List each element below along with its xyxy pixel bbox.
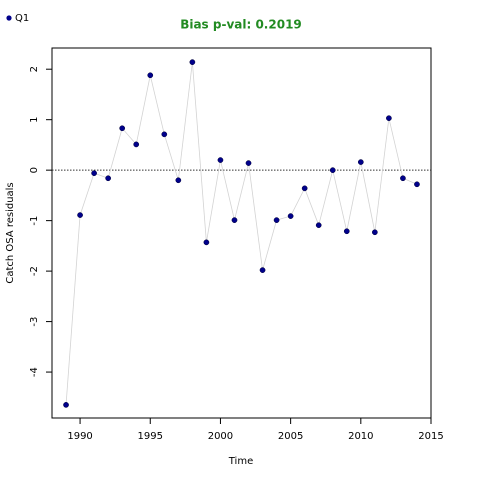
y-tick-label: 0 <box>29 167 40 173</box>
point <box>343 228 350 235</box>
x-tick-label: 1990 <box>67 431 92 442</box>
point <box>357 159 364 165</box>
point <box>287 213 294 219</box>
x-axis-label: Time <box>228 456 253 467</box>
point <box>91 170 97 177</box>
point <box>301 185 308 192</box>
y-tick-label: 1 <box>29 116 40 122</box>
legend-label: Q1 <box>15 13 29 24</box>
point <box>119 125 126 132</box>
point <box>372 229 378 236</box>
point <box>315 222 322 229</box>
x-tick-label: 2005 <box>278 431 303 442</box>
legend-marker <box>6 15 12 21</box>
point <box>259 267 266 273</box>
point <box>414 181 420 188</box>
point <box>63 402 69 408</box>
x-tick-label: 2000 <box>208 431 233 442</box>
point <box>105 175 111 182</box>
point <box>386 115 392 122</box>
point <box>273 217 280 223</box>
point <box>147 72 154 79</box>
point <box>161 131 168 138</box>
plot-frame <box>51 47 432 419</box>
y-tick-label: -4 <box>29 367 40 377</box>
x-tick-label: 2010 <box>348 431 373 442</box>
chart-title: Bias p-val: 0.2019 <box>180 18 302 32</box>
point <box>217 157 224 163</box>
point <box>231 217 238 223</box>
y-axis-label: Catch OSA residuals <box>5 182 16 283</box>
point <box>329 167 336 174</box>
point <box>175 177 182 184</box>
x-tick-label: 1995 <box>138 431 163 442</box>
point <box>189 59 196 65</box>
series-line <box>65 62 418 405</box>
point <box>77 212 83 218</box>
point <box>133 141 140 148</box>
y-tick-label: 2 <box>29 66 40 72</box>
point <box>245 160 252 166</box>
point <box>400 175 406 182</box>
x-tick-label: 2015 <box>418 431 443 442</box>
y-tick-label: -3 <box>29 317 40 327</box>
y-tick-label: -2 <box>29 266 40 276</box>
y-tick-label: -1 <box>29 216 40 226</box>
point <box>203 239 210 246</box>
